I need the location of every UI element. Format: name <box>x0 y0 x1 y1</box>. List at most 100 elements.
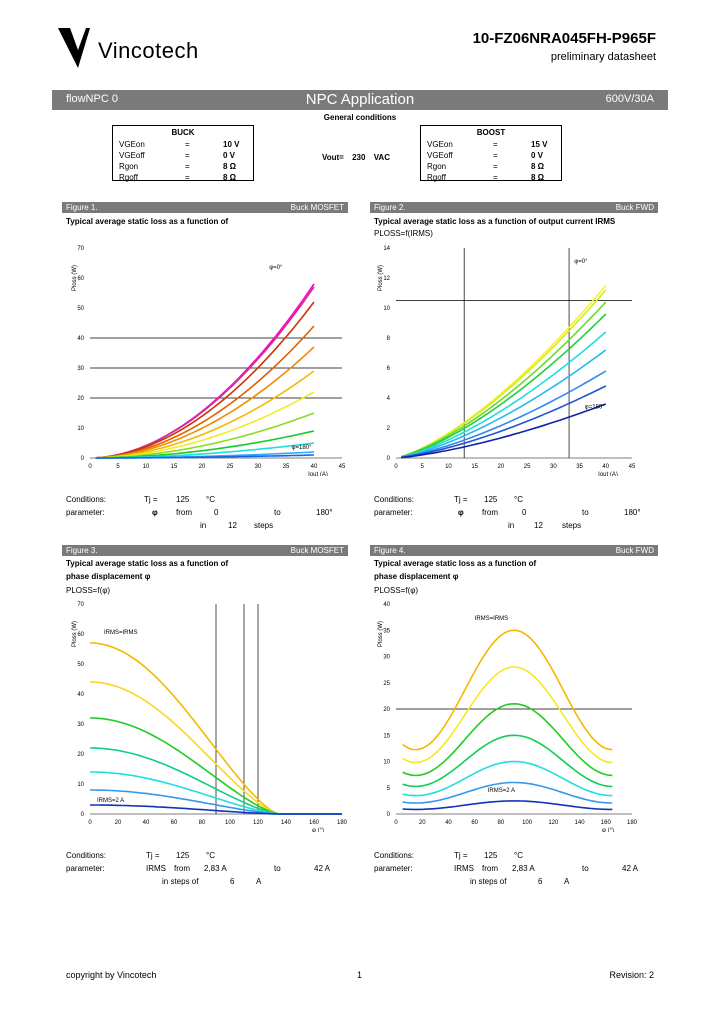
x-tick-label: 180 <box>337 820 348 826</box>
y-tick-label: 5 <box>387 786 391 792</box>
x-axis-label: φ (°) <box>602 828 614 832</box>
annotation-phi-0: φ=0° <box>269 265 283 271</box>
x-tick-label: 120 <box>548 820 559 826</box>
x-tick-label: 0 <box>88 464 92 470</box>
y-axis-label: Ploss (W) <box>378 265 384 291</box>
steps-in: in steps of <box>162 877 199 886</box>
figure-2-caption: Typical average static loss as a functio… <box>374 217 616 226</box>
y-tick-label: 40 <box>77 692 84 698</box>
figure-1-bar: Figure 1. Buck MOSFET <box>62 202 348 213</box>
y-tick-label: 20 <box>77 752 84 758</box>
series-line <box>95 286 315 459</box>
y-tick-label: 40 <box>383 602 390 608</box>
series-line <box>95 283 315 459</box>
y-tick-label: 14 <box>383 246 390 252</box>
x-tick-label: 20 <box>199 464 206 470</box>
y-tick-label: 0 <box>81 812 85 818</box>
y-tick-label: 20 <box>383 707 390 713</box>
param-to: to <box>582 864 589 873</box>
y-tick-label: 2 <box>387 426 391 432</box>
y-tick-label: 30 <box>383 655 390 661</box>
buck-title: BUCK <box>171 128 195 137</box>
figure-3-caption: Typical average static loss as a functio… <box>66 559 229 568</box>
param-name: IRMS <box>454 864 474 873</box>
param-name: φ <box>152 508 158 517</box>
y-tick-label: 50 <box>77 662 84 668</box>
x-tick-label: 0 <box>394 464 398 470</box>
series-line <box>401 385 607 459</box>
figure-3-chart: 0 20 40 60 80 100 120 140 160 180 0 10 20 30 40 50 60 70 P… <box>72 602 348 832</box>
series-line <box>401 349 607 458</box>
series-line <box>95 301 315 459</box>
figure-4-bar: Figure 4. Buck FWD <box>370 545 658 556</box>
y-tick-label: 0 <box>387 456 391 462</box>
x-tick-label: 100 <box>225 820 236 826</box>
y-tick-label: 60 <box>77 632 84 638</box>
x-tick-label: 15 <box>471 464 478 470</box>
figure-4-caption: Typical average static loss as a functio… <box>374 559 537 568</box>
cond-tj: Tj = <box>454 851 468 860</box>
x-tick-label: 25 <box>524 464 531 470</box>
x-tick-label: 180 <box>627 820 638 826</box>
param-to-value: 180° <box>316 508 333 517</box>
cond-tj-value: 125 <box>176 495 190 504</box>
y-tick-label: 40 <box>77 336 84 342</box>
y-tick-label: 8 <box>387 336 391 342</box>
cond-label: Conditions: <box>66 495 107 504</box>
x-tick-label: 30 <box>550 464 557 470</box>
x-tick-label: 140 <box>575 820 586 826</box>
vincotech-logo <box>58 28 98 68</box>
boost-row-eq: = <box>493 151 498 160</box>
annotation-irms-max: IRMS=IRMS <box>475 616 509 622</box>
param-from: from <box>482 508 498 517</box>
x-tick-label: 160 <box>601 820 612 826</box>
figure-1-tag: Buck MOSFET <box>290 203 344 212</box>
y-tick-label: 70 <box>77 246 84 252</box>
param-from-value: 0 <box>522 508 527 517</box>
annotation-phi-0: φ=0° <box>574 259 588 265</box>
param-name: φ <box>458 508 464 517</box>
boost-row-label: VGEon <box>427 140 453 149</box>
banner-title: NPC Application <box>305 91 415 108</box>
cond-tj: Tj = <box>144 495 158 504</box>
x-tick-label: 45 <box>339 464 346 470</box>
figure-4-chart: 0 20 40 60 80 100 120 140 160 180 0 5 10 15 20 25 30 35 40… <box>378 602 638 832</box>
x-tick-label: 40 <box>445 820 452 826</box>
y-tick-label: 10 <box>77 426 84 432</box>
figure-3-formula: PLOSS=f(φ) <box>66 586 111 595</box>
cond-tj-value: 125 <box>484 851 498 860</box>
x-axis-label: Iout (A) <box>598 472 618 476</box>
x-tick-label: 10 <box>143 464 150 470</box>
series-line <box>95 370 315 459</box>
y-tick-label: 15 <box>383 733 390 739</box>
param-to-value: 42 A <box>314 864 331 873</box>
series-line <box>400 289 607 458</box>
param-from-value: 0 <box>214 508 219 517</box>
x-tick-label: 40 <box>311 464 318 470</box>
x-tick-label: 120 <box>253 820 264 826</box>
x-tick-label: 20 <box>498 464 505 470</box>
buck-row-value: 0 V <box>223 151 236 160</box>
cond-tj: Tj = <box>454 495 468 504</box>
x-tick-label: 80 <box>199 820 206 826</box>
series-line <box>400 301 607 458</box>
steps-count: 6 <box>538 877 543 886</box>
figure-3-tag: Buck MOSFET <box>290 546 344 555</box>
cond-label: Conditions: <box>374 851 415 860</box>
x-tick-label: 0 <box>394 820 398 826</box>
param-label: parameter: <box>66 508 105 517</box>
y-tick-label: 10 <box>383 760 390 766</box>
y-tick-label: 4 <box>387 396 391 402</box>
cond-label: Conditions: <box>374 495 415 504</box>
boost-row-eq: = <box>493 140 498 149</box>
series-line <box>402 666 613 764</box>
steps-count: 12 <box>228 521 237 530</box>
annotation-irms-max: IRMS=IRMS <box>104 630 138 636</box>
cond-tj-value: 125 <box>176 851 190 860</box>
series-line <box>401 370 607 459</box>
section-banner: flowNPC 0 NPC Application 600V/30A <box>52 90 668 110</box>
figure-2-bar: Figure 2. Buck FWD <box>370 202 658 213</box>
series-line <box>95 454 315 459</box>
buck-row-value: 8 Ω <box>223 162 237 171</box>
x-tick-label: 15 <box>171 464 178 470</box>
